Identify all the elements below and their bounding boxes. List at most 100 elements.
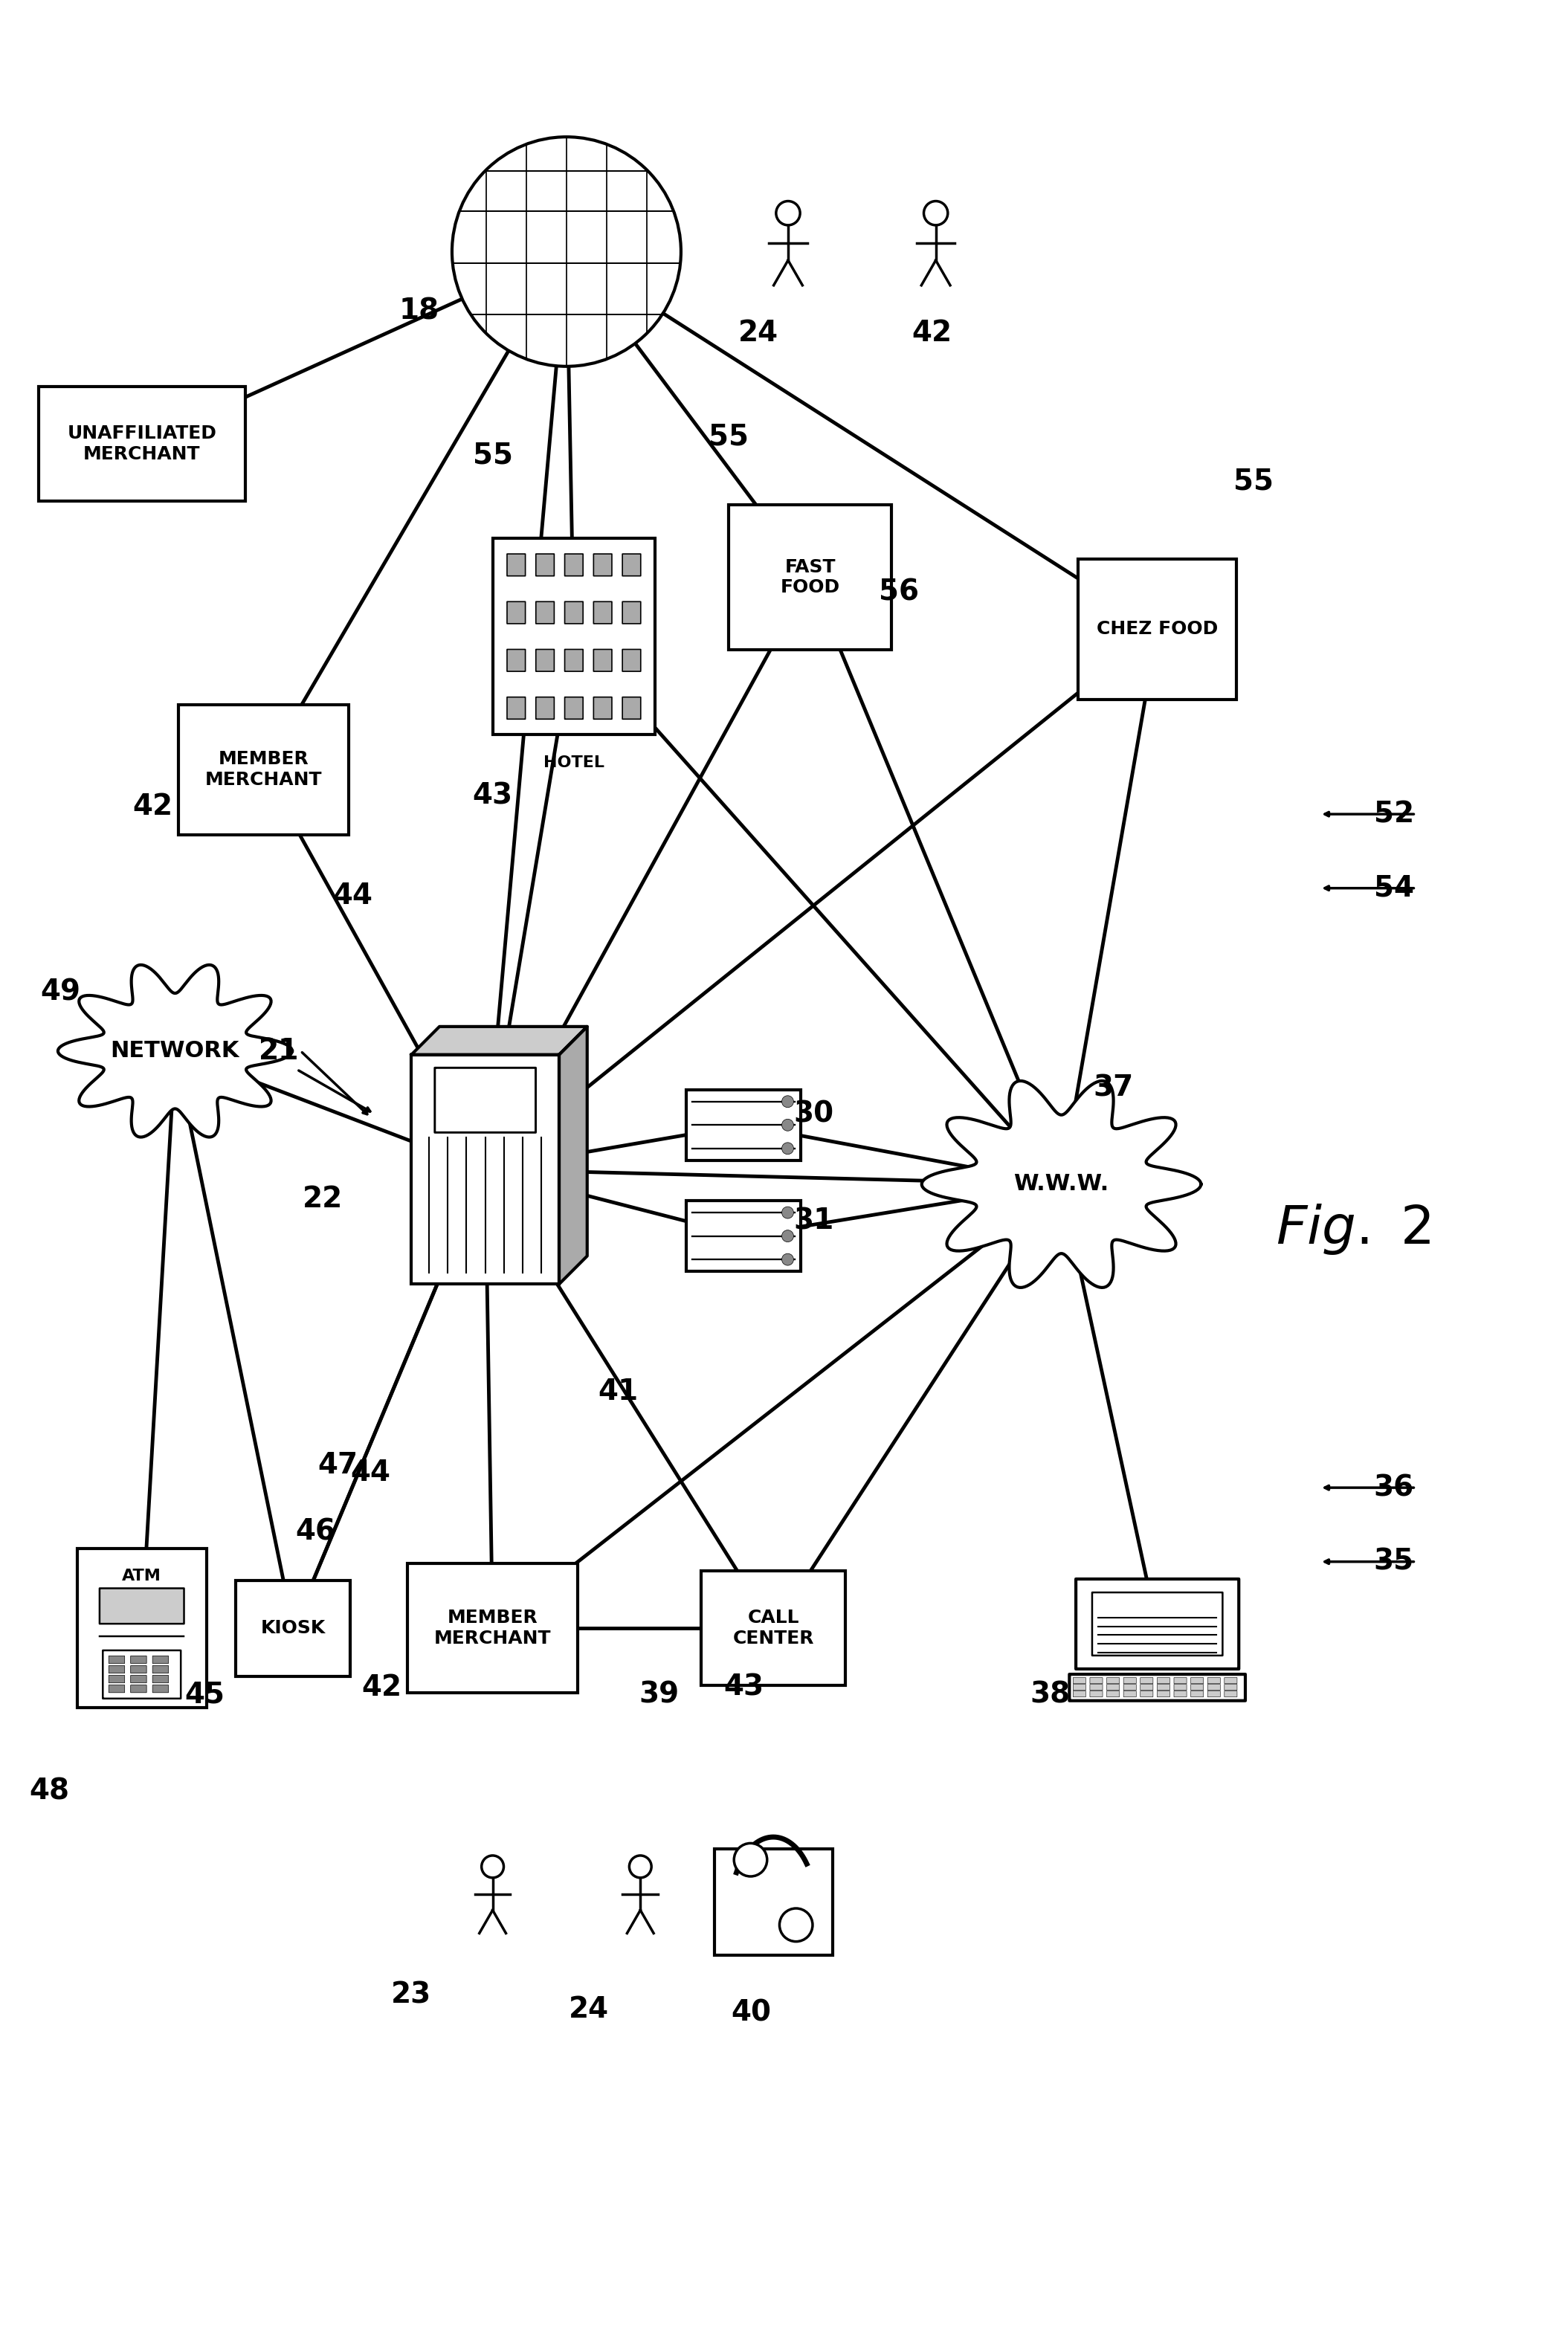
- FancyBboxPatch shape: [622, 553, 641, 577]
- FancyBboxPatch shape: [1090, 1690, 1102, 1697]
- FancyBboxPatch shape: [1124, 1678, 1137, 1683]
- FancyBboxPatch shape: [506, 553, 525, 577]
- FancyBboxPatch shape: [594, 696, 612, 720]
- Circle shape: [629, 1856, 651, 1878]
- FancyBboxPatch shape: [594, 602, 612, 624]
- FancyBboxPatch shape: [1107, 1685, 1120, 1690]
- Text: FAST
FOOD: FAST FOOD: [781, 558, 840, 598]
- FancyBboxPatch shape: [1157, 1678, 1170, 1683]
- FancyBboxPatch shape: [108, 1676, 125, 1683]
- Text: HOTEL: HOTEL: [544, 755, 604, 771]
- FancyBboxPatch shape: [130, 1667, 146, 1674]
- FancyBboxPatch shape: [594, 553, 612, 577]
- FancyBboxPatch shape: [1225, 1690, 1237, 1697]
- Text: 23: 23: [392, 1981, 431, 2009]
- Text: W.W.W.: W.W.W.: [1013, 1174, 1109, 1195]
- FancyBboxPatch shape: [152, 1676, 168, 1683]
- FancyBboxPatch shape: [1225, 1678, 1237, 1683]
- FancyBboxPatch shape: [434, 1069, 536, 1132]
- Text: 39: 39: [638, 1681, 679, 1709]
- Text: 44: 44: [332, 881, 372, 909]
- FancyBboxPatch shape: [536, 649, 554, 670]
- FancyBboxPatch shape: [1069, 1674, 1245, 1702]
- FancyBboxPatch shape: [506, 602, 525, 624]
- Text: 55: 55: [709, 422, 750, 450]
- FancyBboxPatch shape: [1076, 1580, 1239, 1669]
- FancyBboxPatch shape: [1090, 1685, 1102, 1690]
- FancyBboxPatch shape: [729, 504, 892, 649]
- FancyBboxPatch shape: [536, 602, 554, 624]
- Text: 54: 54: [1374, 874, 1414, 902]
- Text: 52: 52: [1374, 799, 1414, 827]
- FancyBboxPatch shape: [152, 1655, 168, 1664]
- FancyBboxPatch shape: [536, 696, 554, 720]
- Text: $\mathit{Fig.\ 2}$: $\mathit{Fig.\ 2}$: [1275, 1202, 1430, 1256]
- FancyBboxPatch shape: [506, 649, 525, 670]
- FancyBboxPatch shape: [701, 1570, 845, 1685]
- FancyBboxPatch shape: [1073, 1685, 1085, 1690]
- FancyBboxPatch shape: [130, 1676, 146, 1683]
- FancyBboxPatch shape: [103, 1650, 180, 1699]
- Circle shape: [782, 1142, 793, 1153]
- FancyBboxPatch shape: [152, 1685, 168, 1692]
- Text: 55: 55: [472, 441, 513, 469]
- FancyBboxPatch shape: [77, 1549, 207, 1709]
- FancyBboxPatch shape: [506, 696, 525, 720]
- Text: 30: 30: [793, 1099, 834, 1127]
- FancyBboxPatch shape: [564, 649, 583, 670]
- FancyBboxPatch shape: [108, 1667, 125, 1674]
- FancyBboxPatch shape: [1225, 1685, 1237, 1690]
- Text: KIOSK: KIOSK: [260, 1620, 326, 1636]
- Text: 21: 21: [259, 1036, 298, 1064]
- Text: 31: 31: [793, 1207, 834, 1235]
- FancyBboxPatch shape: [1207, 1690, 1220, 1697]
- Circle shape: [782, 1254, 793, 1266]
- FancyBboxPatch shape: [130, 1685, 146, 1692]
- Circle shape: [782, 1231, 793, 1242]
- FancyBboxPatch shape: [108, 1685, 125, 1692]
- Text: 38: 38: [1030, 1681, 1071, 1709]
- FancyBboxPatch shape: [1174, 1685, 1187, 1690]
- Text: 46: 46: [295, 1519, 336, 1547]
- Circle shape: [734, 1842, 767, 1878]
- FancyBboxPatch shape: [108, 1655, 125, 1664]
- FancyBboxPatch shape: [1140, 1685, 1152, 1690]
- Text: 49: 49: [41, 977, 80, 1006]
- Text: 45: 45: [185, 1681, 224, 1709]
- FancyBboxPatch shape: [536, 553, 554, 577]
- FancyBboxPatch shape: [564, 553, 583, 577]
- FancyBboxPatch shape: [1077, 558, 1237, 699]
- Text: 47: 47: [317, 1451, 358, 1479]
- Polygon shape: [58, 966, 292, 1137]
- FancyBboxPatch shape: [564, 602, 583, 624]
- FancyBboxPatch shape: [408, 1563, 577, 1692]
- Text: 41: 41: [597, 1378, 638, 1406]
- FancyBboxPatch shape: [152, 1667, 168, 1674]
- Circle shape: [782, 1207, 793, 1219]
- Text: 35: 35: [1374, 1547, 1414, 1575]
- Text: ATM: ATM: [122, 1568, 162, 1582]
- FancyBboxPatch shape: [687, 1090, 801, 1160]
- FancyBboxPatch shape: [1174, 1678, 1187, 1683]
- FancyBboxPatch shape: [1140, 1678, 1152, 1683]
- Circle shape: [776, 202, 800, 225]
- FancyBboxPatch shape: [1190, 1685, 1204, 1690]
- Text: MEMBER
MERCHANT: MEMBER MERCHANT: [434, 1608, 552, 1648]
- FancyBboxPatch shape: [1174, 1690, 1187, 1697]
- Text: 55: 55: [1234, 466, 1273, 495]
- Text: 36: 36: [1374, 1474, 1414, 1503]
- Text: 44: 44: [351, 1458, 390, 1486]
- Text: 42: 42: [133, 792, 172, 820]
- FancyBboxPatch shape: [1190, 1678, 1204, 1683]
- Text: 43: 43: [472, 781, 513, 809]
- FancyBboxPatch shape: [1190, 1690, 1204, 1697]
- Text: 56: 56: [878, 579, 919, 607]
- Text: 40: 40: [731, 1999, 771, 2028]
- Text: 24: 24: [739, 319, 779, 347]
- FancyBboxPatch shape: [687, 1200, 801, 1270]
- Text: 24: 24: [569, 1995, 608, 2023]
- Circle shape: [924, 202, 947, 225]
- FancyBboxPatch shape: [411, 1055, 560, 1285]
- Polygon shape: [560, 1027, 586, 1285]
- Text: UNAFFILIATED
MERCHANT: UNAFFILIATED MERCHANT: [67, 424, 216, 464]
